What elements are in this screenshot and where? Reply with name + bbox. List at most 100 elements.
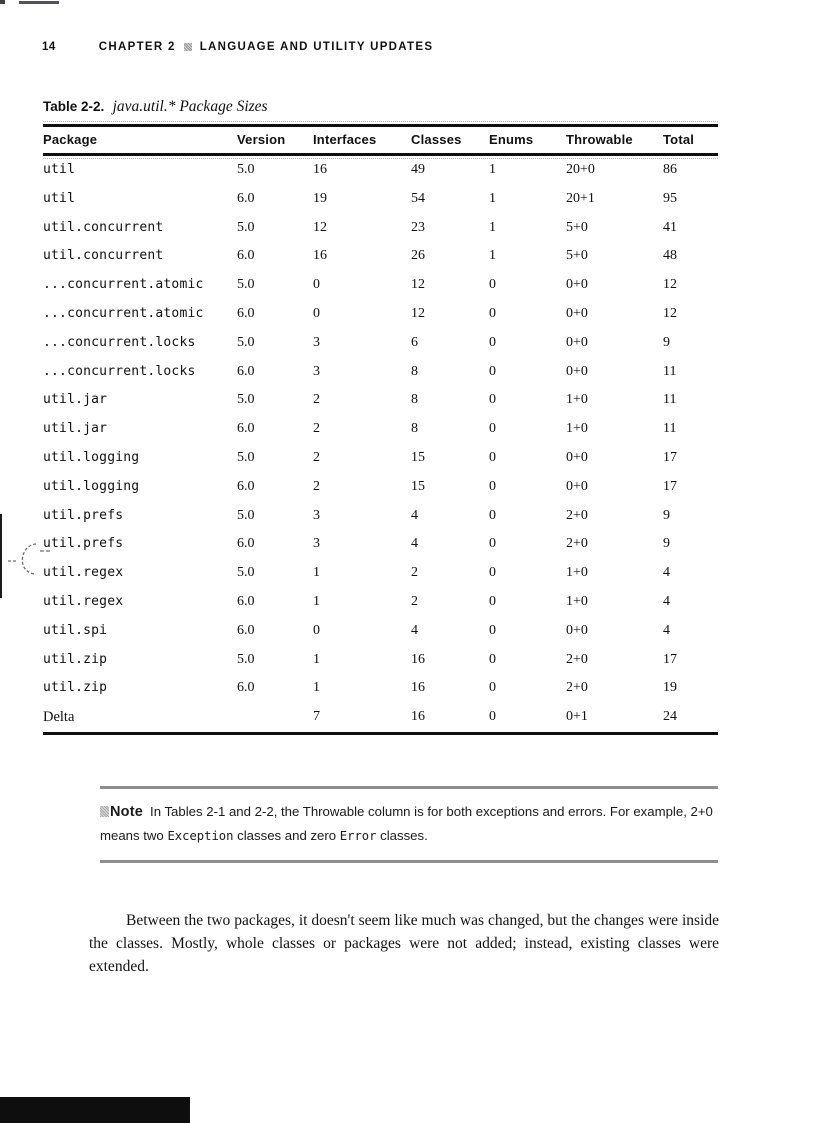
cell-enums: 0 — [489, 507, 496, 523]
table-row: util.jar 6.0 2 8 0 1+0 11 — [43, 415, 718, 444]
cell-enums: 1 — [489, 219, 496, 235]
table-row: util.jar 5.0 2 8 0 1+0 11 — [43, 386, 718, 415]
cell-interfaces: 2 — [313, 421, 320, 437]
cell-interfaces: 16 — [313, 248, 327, 264]
table-caption-label: Table 2-2. — [43, 99, 105, 114]
cell-interfaces: 0 — [313, 622, 320, 638]
cell-version: 5.0 — [237, 392, 255, 408]
table-row: util.regex 6.0 1 2 0 1+0 4 — [43, 588, 718, 617]
cell-throwable: 0+0 — [566, 449, 588, 465]
cell-version: 6.0 — [237, 536, 255, 552]
cell-classes: 54 — [411, 190, 425, 206]
column-header: Classes — [411, 132, 462, 147]
column-header: Total — [663, 132, 695, 147]
cell-package: util.prefs — [43, 536, 124, 552]
table-row: ...concurrent.atomic 5.0 0 12 0 0+0 12 — [43, 271, 718, 300]
cell-total: 11 — [663, 363, 677, 379]
cell-throwable: 5+0 — [566, 219, 588, 235]
scan-artifact-corner — [0, 0, 5, 4]
cell-total: 9 — [663, 536, 670, 552]
cell-total: 4 — [663, 593, 670, 609]
cell-throwable: 0+0 — [566, 622, 588, 638]
cell-throwable: 1+0 — [566, 421, 588, 437]
cell-throwable: 0+0 — [566, 334, 588, 350]
cell-enums: 0 — [489, 622, 496, 638]
column-header: Interfaces — [313, 132, 377, 147]
body-paragraph: Between the two packages, it doesn't see… — [89, 911, 719, 975]
cell-version: 6.0 — [237, 190, 255, 206]
cell-interfaces: 1 — [313, 680, 320, 696]
table-row: ...concurrent.atomic 6.0 0 12 0 0+0 12 — [43, 300, 718, 329]
cell-enums: 0 — [489, 421, 496, 437]
cell-classes: 6 — [411, 334, 418, 350]
chapter-separator-square-icon — [183, 42, 192, 51]
package-sizes-table: Package Version Interfaces Classes Enums Thro… — [43, 121, 718, 735]
cell-total: 9 — [663, 507, 670, 523]
cell-version: 6.0 — [237, 363, 255, 379]
cell-package: util.logging — [43, 478, 140, 494]
cell-version: 5.0 — [237, 277, 255, 293]
table-body: util 5.0 16 49 1 20+0 86 util 6.0 19 54 … — [43, 156, 718, 735]
cell-interfaces: 19 — [313, 190, 327, 206]
scan-artifact-topline — [19, 1, 59, 4]
cell-package: ...concurrent.atomic — [43, 277, 204, 293]
table-row: util.zip 6.0 1 16 0 2+0 19 — [43, 674, 718, 703]
cell-interfaces: 0 — [313, 305, 320, 321]
cell-version: 5.0 — [237, 219, 255, 235]
cell-enums: 1 — [489, 190, 496, 206]
cell-version: 6.0 — [237, 622, 255, 638]
table-row: util.prefs 5.0 3 4 0 2+0 9 — [43, 502, 718, 531]
cell-total: 86 — [663, 162, 677, 177]
cell-classes: 16 — [411, 651, 425, 667]
cell-enums: 0 — [489, 680, 496, 696]
cell-version: 6.0 — [237, 305, 255, 321]
cell-package: util.jar — [43, 392, 108, 408]
cell-interfaces: 2 — [313, 449, 320, 465]
cell-throwable: 2+0 — [566, 536, 588, 552]
cell-version — [237, 703, 313, 732]
cell-classes: 26 — [411, 248, 425, 264]
cell-package: Delta — [43, 709, 75, 726]
cell-throwable: 2+0 — [566, 680, 588, 696]
cell-throwable: 1+0 — [566, 392, 588, 408]
cell-classes: 8 — [411, 392, 418, 408]
cell-throwable: 0+0 — [566, 363, 588, 379]
note-code-error: Error — [339, 829, 377, 843]
cell-classes: 49 — [411, 162, 425, 177]
table-row: util.concurrent 6.0 16 26 1 5+0 48 — [43, 242, 718, 271]
column-header: Package — [43, 132, 98, 147]
table-caption-title: java.util.* Package Sizes — [112, 98, 268, 115]
cell-interfaces: 7 — [313, 709, 320, 725]
cell-throwable: 20+1 — [566, 190, 595, 206]
table-row: ...concurrent.locks 6.0 3 8 0 0+0 11 — [43, 358, 718, 387]
cell-package: util.concurrent — [43, 219, 164, 235]
cell-total: 41 — [663, 219, 677, 235]
cell-enums: 0 — [489, 565, 496, 581]
table-header-row: Package Version Interfaces Classes Enums Thro… — [43, 121, 718, 159]
cell-throwable: 2+0 — [566, 507, 588, 523]
scan-artifact-left-bar — [0, 514, 2, 598]
cell-classes: 2 — [411, 593, 418, 609]
cell-enums: 0 — [489, 392, 496, 408]
chapter-label: CHAPTER 2 — [98, 41, 176, 53]
table-row: util 5.0 16 49 1 20+0 86 — [43, 156, 718, 185]
cell-classes: 4 — [411, 536, 418, 552]
cell-package: util — [43, 190, 76, 206]
cell-total: 11 — [663, 392, 677, 408]
cell-interfaces: 1 — [313, 565, 320, 581]
cell-enums: 0 — [489, 478, 496, 494]
cell-total: 17 — [663, 651, 677, 667]
cell-classes: 12 — [411, 277, 425, 293]
cell-classes: 12 — [411, 305, 425, 321]
cell-package: util — [43, 162, 76, 177]
cell-classes: 8 — [411, 421, 418, 437]
cell-classes: 23 — [411, 219, 425, 235]
cell-interfaces: 1 — [313, 651, 320, 667]
cell-interfaces: 3 — [313, 507, 320, 523]
proofreader-mark-icon — [8, 543, 50, 575]
cell-total: 19 — [663, 680, 677, 696]
table-row: util.spi 6.0 0 4 0 0+0 4 — [43, 617, 718, 646]
cell-version: 6.0 — [237, 680, 255, 696]
cell-enums: 1 — [489, 162, 496, 177]
table-row: util.logging 6.0 2 15 0 0+0 17 — [43, 473, 718, 502]
